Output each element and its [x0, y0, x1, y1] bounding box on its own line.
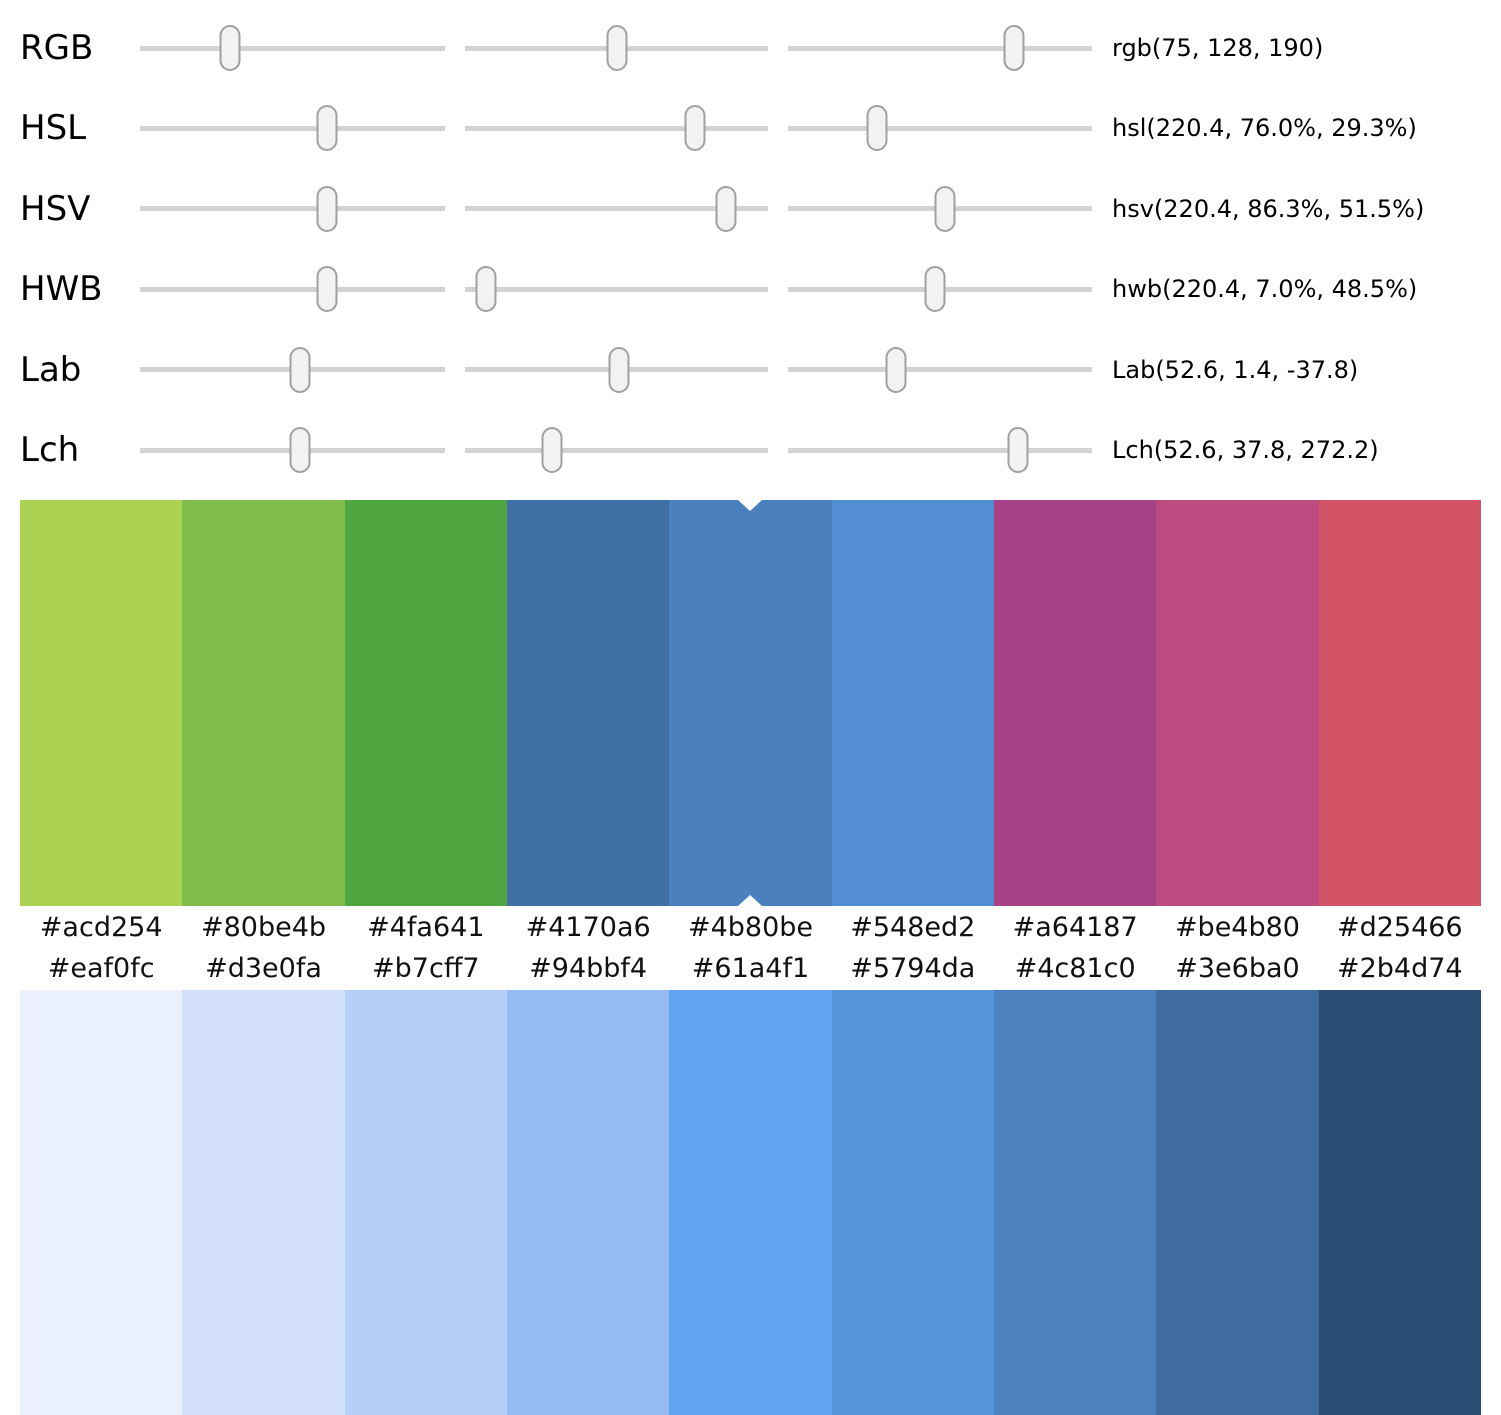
slider-thumb[interactable] [289, 346, 311, 393]
swatch-hex-label: #d3e0fa [205, 952, 322, 984]
slider-thumb[interactable] [684, 105, 706, 152]
selected-swatch-notch-top-icon [738, 500, 763, 511]
swatch-hex-label: #4fa641 [367, 911, 485, 943]
slider-track[interactable] [140, 425, 445, 475]
slider-track[interactable] [788, 264, 1092, 314]
slider-thumb[interactable] [885, 346, 907, 393]
color-swatch[interactable] [20, 990, 183, 1415]
color-value-text: Lab(52.6, 1.4, -37.8) [1112, 355, 1359, 384]
slider-row: Lch Lch(52.6, 37.8, 272.2) [0, 410, 1501, 490]
color-value-text: rgb(75, 128, 190) [1112, 34, 1324, 62]
slider-track[interactable] [788, 425, 1092, 475]
slider-thumb[interactable] [316, 105, 338, 152]
color-swatch[interactable] [1156, 500, 1319, 906]
color-swatch[interactable] [506, 990, 670, 1415]
color-space-label: HWB [20, 269, 103, 310]
swatch-hex-label: #a64187 [1012, 911, 1138, 943]
slider-track[interactable] [788, 345, 1092, 395]
color-swatch[interactable] [993, 500, 1157, 906]
slider-track[interactable] [465, 425, 768, 475]
slider-track[interactable] [140, 23, 445, 73]
slider-thumb[interactable] [715, 185, 737, 232]
swatch-hex-label: #548ed2 [850, 911, 976, 943]
slider-thumb[interactable] [219, 25, 241, 71]
sliders-section: RGB rgb(75, 128, 190) HSL hsl(220.4, 76.… [0, 0, 1501, 500]
color-swatch[interactable] [1156, 990, 1319, 1415]
selected-swatch-notch-bottom-icon [738, 895, 763, 906]
lightness-palette [20, 990, 1481, 1415]
color-space-label: HSV [20, 188, 91, 229]
swatch-hex-label: #b7cff7 [372, 952, 480, 984]
color-swatch[interactable] [669, 500, 832, 906]
color-swatch[interactable] [506, 500, 670, 906]
swatch-hex-label: #2b4d74 [1336, 952, 1463, 984]
color-swatch[interactable] [831, 500, 994, 906]
slider-thumb[interactable] [475, 266, 497, 313]
color-space-label: RGB [20, 28, 94, 68]
slider-thumb[interactable] [606, 25, 628, 71]
slider-track[interactable] [140, 103, 445, 153]
slider-thumb[interactable] [934, 185, 956, 232]
color-value-text: hsl(220.4, 76.0%, 29.3%) [1112, 114, 1417, 143]
color-value-text: hwb(220.4, 7.0%, 48.5%) [1112, 275, 1418, 304]
color-value-text: Lch(52.6, 37.8, 272.2) [1112, 436, 1379, 464]
slider-track[interactable] [465, 184, 768, 234]
color-space-label: Lab [20, 349, 82, 390]
slider-thumb[interactable] [608, 346, 630, 393]
swatch-hex-label: #80be4b [200, 911, 327, 943]
slider-thumb[interactable] [1007, 427, 1029, 473]
color-swatch[interactable] [20, 500, 183, 906]
slider-track[interactable] [465, 23, 768, 73]
color-value-text: hsv(220.4, 86.3%, 51.5%) [1112, 194, 1425, 223]
swatch-hex-label: #94bbf4 [529, 952, 648, 984]
slider-thumb[interactable] [316, 185, 338, 232]
swatch-hex-label: #4c81c0 [1014, 952, 1136, 984]
slider-thumb[interactable] [289, 427, 311, 473]
color-swatch[interactable] [344, 990, 507, 1415]
slider-row: HWB hwb(220.4, 7.0%, 48.5%) [0, 249, 1501, 329]
slider-row: HSL hsl(220.4, 76.0%, 29.3%) [0, 88, 1501, 168]
color-swatch[interactable] [1318, 500, 1481, 906]
swatch-hex-label: #acd254 [39, 911, 163, 943]
hue-palette-hex-labels: #acd254 #80be4b #4fa641 #4170a6 #4b80be #548e… [20, 906, 1481, 948]
color-swatch[interactable] [831, 990, 994, 1415]
slider-track[interactable] [140, 345, 445, 395]
color-swatch[interactable] [993, 990, 1157, 1415]
color-swatch[interactable] [182, 990, 345, 1415]
slider-track[interactable] [465, 345, 768, 395]
slider-thumb[interactable] [541, 427, 563, 473]
slider-row: HSV hsv(220.4, 86.3%, 51.5%) [0, 169, 1501, 249]
swatch-hex-label: #3e6ba0 [1175, 952, 1300, 984]
slider-track[interactable] [140, 184, 445, 234]
color-swatch[interactable] [669, 990, 832, 1415]
hue-palette [20, 500, 1481, 906]
color-space-label: HSL [20, 108, 87, 149]
swatch-hex-label: #eaf0fc [47, 952, 155, 984]
color-space-label: Lch [20, 430, 80, 470]
slider-track[interactable] [788, 184, 1092, 234]
swatch-hex-label: #d25466 [1336, 911, 1463, 943]
slider-track[interactable] [140, 264, 445, 314]
slider-row: RGB rgb(75, 128, 190) [0, 8, 1501, 88]
slider-thumb[interactable] [1003, 25, 1025, 71]
slider-thumb[interactable] [866, 105, 888, 152]
slider-track[interactable] [788, 103, 1092, 153]
color-swatch[interactable] [1318, 990, 1481, 1415]
swatch-hex-label: #be4b80 [1174, 911, 1300, 943]
slider-row: Lab Lab(52.6, 1.4, -37.8) [0, 330, 1501, 410]
lightness-palette-hex-labels: #eaf0fc #d3e0fa #b7cff7 #94bbf4 #61a4f1 #5794… [20, 947, 1481, 989]
color-swatch[interactable] [182, 500, 345, 906]
swatch-hex-label: #5794da [850, 952, 976, 984]
color-swatch[interactable] [344, 500, 507, 906]
swatch-hex-label: #61a4f1 [691, 952, 810, 984]
slider-thumb[interactable] [924, 266, 946, 313]
slider-track[interactable] [465, 103, 768, 153]
slider-track[interactable] [788, 23, 1092, 73]
swatch-hex-label: #4170a6 [525, 911, 651, 943]
slider-track[interactable] [465, 264, 768, 314]
slider-thumb[interactable] [316, 266, 338, 313]
swatch-hex-label: #4b80be [687, 911, 813, 943]
